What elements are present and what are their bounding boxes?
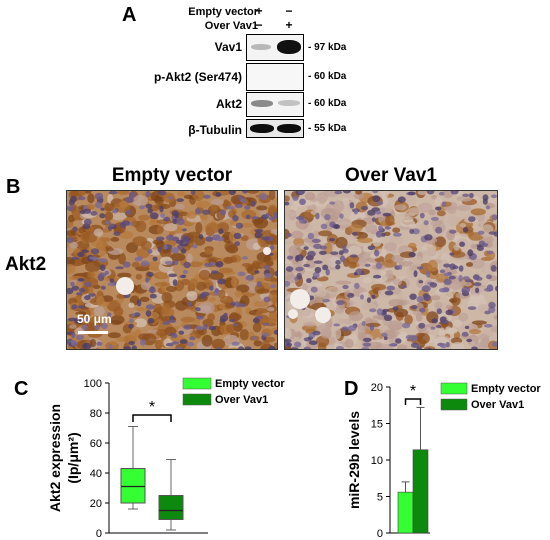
legend-label: Over Vav1: [215, 394, 268, 406]
lane1-over-vav1-sign: −: [255, 18, 263, 32]
lane2-over-vav1-sign: +: [285, 18, 293, 32]
kda-p-akt2: - 60 kDa: [308, 71, 347, 82]
band-tubulin-lane1: [250, 124, 274, 133]
legend-label: Over Vav1: [471, 399, 524, 411]
barchart-mir29b: 0 5 10 15 20 miR-29b levels * Empty vector Over …: [346, 382, 541, 540]
y-tick-label: 20: [371, 382, 383, 394]
micrograph-empty-vector: 50 μm: [66, 190, 278, 350]
kda-vav1: - 97 kDa: [308, 42, 347, 53]
y-tick-label: 20: [90, 498, 102, 510]
legend-swatch: [440, 382, 468, 395]
legend-swatch: [182, 377, 212, 390]
tissue-vesicle: [290, 289, 310, 309]
kda-beta-tubulin: - 55 kDa: [308, 123, 347, 134]
legend-swatch: [182, 393, 212, 406]
box-empty-vector: [120, 468, 146, 504]
box-over-vav1: [158, 495, 184, 520]
y-tick-label: 60: [90, 438, 102, 450]
tissue-nuclei: [285, 191, 497, 349]
tissue-vesicle: [263, 247, 271, 255]
condition-label-empty-vector: Empty vector: [188, 6, 258, 18]
scale-bar-label: 50 μm: [77, 312, 112, 326]
tissue-vesicle: [288, 309, 298, 319]
ihc-image-over-vav1: [285, 191, 497, 349]
tissue-vesicle: [315, 307, 331, 323]
significance-bracket: [404, 398, 422, 405]
y-tick-label: 0: [96, 528, 102, 540]
significance-star: *: [410, 383, 416, 400]
micrograph-title-empty-vector: Empty vector: [111, 165, 233, 186]
condition-label-over-vav1: Over Vav1: [204, 20, 258, 32]
bar-over-vav1: [412, 449, 429, 534]
blot-label-vav1: Vav1: [214, 40, 242, 54]
band-akt2-lane1: [251, 100, 273, 107]
panel-c-letter: C: [14, 378, 29, 400]
boxplot-akt2-expression: 0 20 40 60 80 100 Akt2 expression (Ip/μm²) * Empt…: [47, 377, 285, 540]
legend-label: Empty vector: [215, 378, 285, 390]
lane2-empty-vector-sign: −: [285, 4, 293, 18]
blot-p-akt2: [246, 63, 304, 91]
blot-beta-tubulin: [246, 119, 304, 138]
band-akt2-lane2: [278, 100, 300, 106]
blot-akt2: [246, 92, 304, 117]
micrograph-title-over-vav1: Over Vav1: [345, 165, 437, 186]
y-tick-label: 40: [90, 468, 102, 480]
panel-a-letter: A: [122, 4, 137, 26]
legend-swatch: [440, 398, 468, 411]
micrograph-over-vav1: [284, 190, 498, 350]
legend-label: Empty vector: [471, 383, 541, 395]
panel-d-letter: D: [344, 378, 359, 400]
tissue-vesicle: [116, 277, 134, 295]
ihc-image-empty-vector: [67, 191, 277, 349]
band-vav1-lane2: [277, 40, 301, 54]
y-tick-label: 100: [84, 378, 102, 390]
bar-empty-vector: [397, 491, 414, 534]
lane1-empty-vector-sign: +: [255, 4, 263, 18]
row-label-akt2: Akt2: [5, 254, 47, 275]
blot-label-p-akt2: p-Akt2 (Ser474): [153, 70, 242, 84]
band-vav1-lane1: [251, 44, 271, 50]
y-tick-label: 80: [90, 408, 102, 420]
y-tick-label: 0: [377, 528, 383, 540]
y-axis-label: miR-29b levels: [346, 411, 362, 509]
scale-bar: [78, 331, 108, 334]
significance-star: *: [149, 399, 155, 416]
y-tick-label: 10: [371, 455, 383, 467]
blot-label-beta-tubulin: β-Tubulin: [188, 123, 242, 137]
blot-label-akt2: Akt2: [215, 97, 242, 111]
tissue-nuclei: [67, 191, 277, 349]
kda-akt2: - 60 kDa: [308, 98, 347, 109]
blot-vav1: [246, 34, 304, 61]
y-axis-label: Akt2 expression (Ip/μm²): [47, 404, 81, 512]
y-tick-label: 5: [377, 492, 383, 504]
y-tick-label: 15: [371, 419, 383, 431]
panel-b-letter: B: [6, 176, 21, 198]
significance-bracket: [132, 414, 172, 422]
band-tubulin-lane2: [277, 124, 301, 133]
